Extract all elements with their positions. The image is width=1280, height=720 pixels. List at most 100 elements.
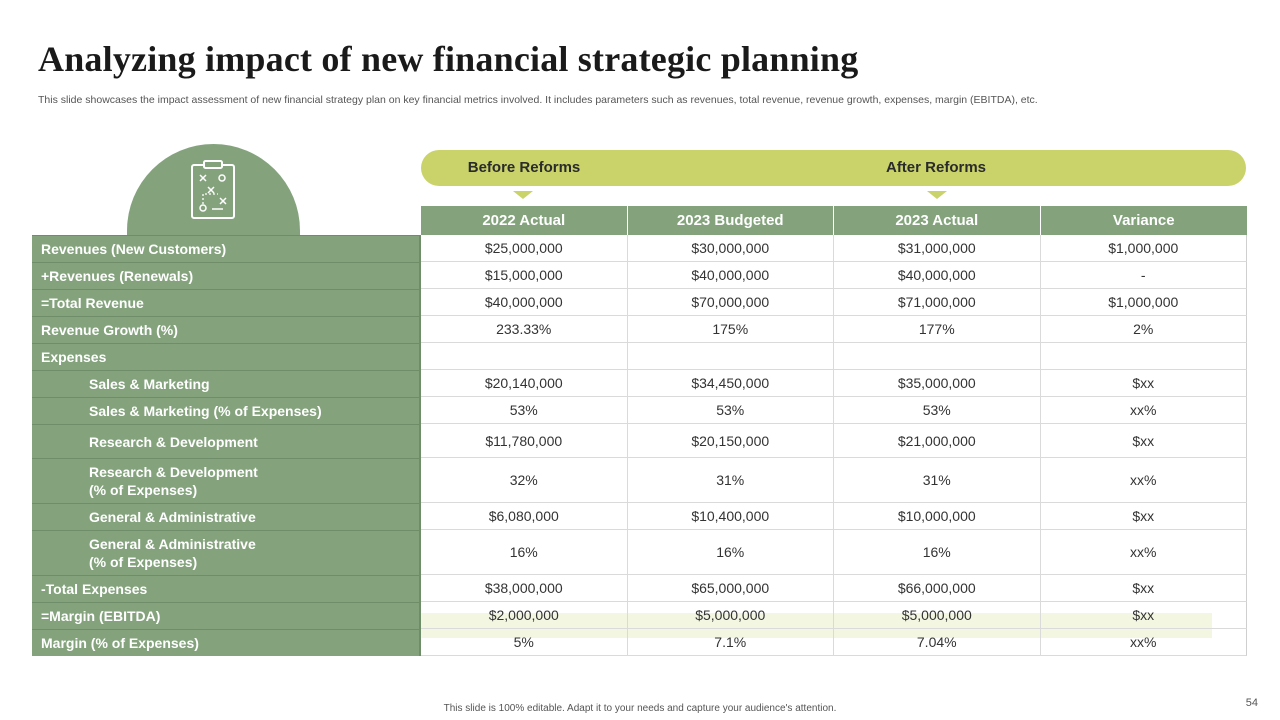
table-cell: 175% (627, 316, 834, 343)
table-cell (421, 343, 628, 370)
table-cell: $xx (1040, 602, 1247, 629)
after-reforms-label: After Reforms (885, 159, 987, 176)
table-cell: $70,000,000 (627, 289, 834, 316)
table-row: =Total Revenue $40,000,000 $70,000,000 $… (32, 289, 1247, 316)
row-label: =Margin (EBITDA) (32, 602, 421, 629)
table-cell: 16% (627, 530, 834, 575)
table-row: Sales & Marketing $20,140,000 $34,450,00… (32, 370, 1247, 397)
row-label: Research & Development (32, 424, 421, 458)
table-cell: $1,000,000 (1040, 289, 1247, 316)
table-cell: $65,000,000 (627, 575, 834, 602)
table-cell: 53% (627, 397, 834, 424)
clipboard-strategy-icon (191, 160, 235, 219)
table-row: Research & Development $11,780,000 $20,1… (32, 424, 1247, 458)
table-cell: xx% (1040, 397, 1247, 424)
column-header: Variance (1112, 212, 1175, 229)
row-label: +Revenues (Renewals) (32, 262, 421, 289)
column-header: 2023 Budgeted (628, 206, 834, 235)
table-cell: xx% (1040, 629, 1247, 656)
row-label: =Total Revenue (32, 289, 421, 316)
table-cell: $40,000,000 (627, 262, 834, 289)
row-label: General & Administrative (32, 503, 421, 530)
table-cell: 53% (421, 397, 628, 424)
table-row: Sales & Marketing (% of Expenses) 53% 53… (32, 397, 1247, 424)
financial-table: Revenues (New Customers) $25,000,000 $30… (32, 235, 1247, 656)
table-cell: $xx (1040, 370, 1247, 397)
table-cell: 31% (627, 458, 834, 503)
row-label: Revenues (New Customers) (32, 235, 421, 262)
table-cell: $1,000,000 (1040, 235, 1247, 262)
table-cell: $xx (1040, 503, 1247, 530)
table-row: Research & Development (% of Expenses) 3… (32, 458, 1247, 503)
table-cell (627, 343, 834, 370)
table-cell: xx% (1040, 458, 1247, 503)
column-header: 2022 Actual (421, 206, 628, 235)
table-cell (1040, 343, 1247, 370)
before-reforms-label: Before Reforms (467, 159, 581, 176)
table-cell: 5% (421, 629, 628, 656)
table-row: Margin (% of Expenses) 5% 7.1% 7.04% xx% (32, 629, 1247, 656)
before-reforms-pointer (513, 191, 533, 199)
table-cell: $25,000,000 (421, 235, 628, 262)
table-cell (834, 343, 1041, 370)
table-cell: $xx (1040, 424, 1247, 458)
table-cell: $5,000,000 (627, 602, 834, 629)
table-header: 2022 Actual 2023 Budgeted 2023 Actual Va… (421, 206, 1247, 235)
table-cell: - (1040, 262, 1247, 289)
table-cell: $2,000,000 (421, 602, 628, 629)
table-cell: 2% (1040, 316, 1247, 343)
table-row: General & Administrative (% of Expenses)… (32, 530, 1247, 575)
slide-footer: This slide is 100% editable. Adapt it to… (443, 703, 837, 714)
row-label: Sales & Marketing (32, 370, 421, 397)
slide-title: Analyzing impact of new financial strate… (38, 39, 859, 79)
row-label: -Total Expenses (32, 575, 421, 602)
table-cell: 7.1% (627, 629, 834, 656)
row-label: Sales & Marketing (% of Expenses) (32, 397, 421, 424)
table-cell: $40,000,000 (421, 289, 628, 316)
margin-highlight (421, 613, 1212, 638)
table-cell: 16% (834, 530, 1041, 575)
table-cell: 233.33% (421, 316, 628, 343)
table-cell: $11,780,000 (421, 424, 628, 458)
table-cell: $20,150,000 (627, 424, 834, 458)
table-cell: $15,000,000 (421, 262, 628, 289)
table-row: +Revenues (Renewals) $15,000,000 $40,000… (32, 262, 1247, 289)
after-reforms-pointer (927, 191, 947, 199)
table-cell: 53% (834, 397, 1041, 424)
row-label: Revenue Growth (%) (32, 316, 421, 343)
table-row: Expenses (32, 343, 1247, 370)
table-cell: 32% (421, 458, 628, 503)
row-label: Research & Development (% of Expenses) (32, 458, 421, 503)
table-cell: $30,000,000 (627, 235, 834, 262)
table-cell: 7.04% (834, 629, 1041, 656)
row-label: Expenses (32, 343, 421, 370)
reform-banner: Before Reforms After Reforms (421, 150, 1246, 186)
table-cell: $38,000,000 (421, 575, 628, 602)
table-cell: $35,000,000 (834, 370, 1041, 397)
table-cell: $21,000,000 (834, 424, 1041, 458)
page-number: 54 (1245, 697, 1258, 709)
table-cell: $5,000,000 (834, 602, 1041, 629)
row-label: Margin (% of Expenses) (32, 629, 421, 656)
table-cell: $10,000,000 (834, 503, 1041, 530)
table-row: -Total Expenses $38,000,000 $65,000,000 … (32, 575, 1247, 602)
table-cell: $34,450,000 (627, 370, 834, 397)
table-cell: $66,000,000 (834, 575, 1041, 602)
table-cell: xx% (1040, 530, 1247, 575)
table-cell: $40,000,000 (834, 262, 1041, 289)
table-cell: 16% (421, 530, 628, 575)
table-cell: 177% (834, 316, 1041, 343)
table-cell: $71,000,000 (834, 289, 1041, 316)
row-label: General & Administrative (% of Expenses) (32, 530, 421, 575)
slide-subtitle: This slide showcases the impact assessme… (38, 94, 1038, 106)
table-cell: 31% (834, 458, 1041, 503)
table-row: General & Administrative $6,080,000 $10,… (32, 503, 1247, 530)
table-cell: $xx (1040, 575, 1247, 602)
table-cell: $31,000,000 (834, 235, 1041, 262)
table-cell: $20,140,000 (421, 370, 628, 397)
table-cell: $6,080,000 (421, 503, 628, 530)
column-header: 2023 Actual (834, 206, 1041, 235)
table-row: Revenues (New Customers) $25,000,000 $30… (32, 235, 1247, 262)
table-cell: $10,400,000 (627, 503, 834, 530)
table-row: =Margin (EBITDA) $2,000,000 $5,000,000 $… (32, 602, 1247, 629)
